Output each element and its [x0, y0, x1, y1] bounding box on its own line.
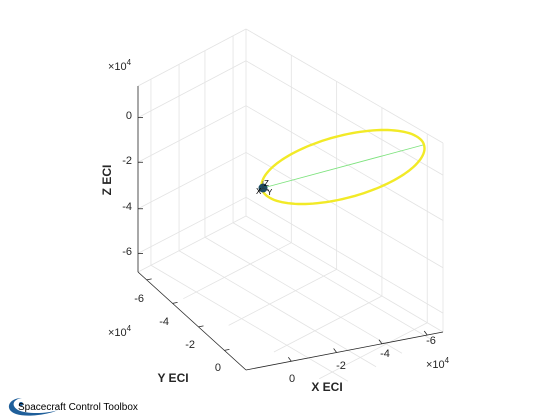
z-tick-label: 0 [126, 110, 132, 122]
y-exponent: ×104 [108, 324, 132, 339]
grid-line [228, 269, 337, 326]
x-tick-label: -2 [336, 360, 346, 372]
z-tick-label: -2 [122, 155, 132, 167]
logo-swoosh-icon [8, 398, 59, 416]
x-tick-label: 0 [289, 373, 295, 385]
grid-line [245, 105, 444, 221]
grid-lines [137, 28, 444, 382]
z-tick-labels: 0 -2 -4 -6 [122, 110, 132, 258]
grid-line [178, 250, 377, 368]
z-exponent: ×104 [108, 58, 132, 73]
grid-edge [137, 215, 247, 273]
x-tick-label: -6 [426, 335, 436, 347]
y-tick-mark [224, 349, 230, 351]
x-axis-label: X ECI [311, 380, 342, 394]
orbit-radius-line [262, 144, 424, 189]
tick-marks [138, 117, 428, 362]
body-frame-label: Z [264, 179, 269, 188]
z-axis-label: Z ECI [100, 165, 114, 196]
toolbox-logo: Spacecraft Control Toolbox [8, 398, 138, 416]
body-frame-label: Y [267, 188, 273, 197]
y-tick-mark [172, 301, 178, 304]
x-tick-mark [423, 330, 428, 336]
z-tick-label: -6 [122, 246, 132, 258]
orbit-trajectory [260, 128, 426, 206]
grid-line [137, 105, 247, 163]
grid-line [245, 60, 444, 176]
x-exponent: ×104 [426, 356, 450, 371]
y-tick-label: -4 [159, 316, 169, 328]
y-tick-labels: 0 -2 -4 -6 [134, 293, 221, 374]
grid-line [319, 322, 428, 380]
x-tick-labels: 0 -2 -4 -6 [289, 335, 436, 385]
y-axis-label: Y ECI [157, 371, 188, 385]
y-tick-mark [198, 325, 204, 328]
grid-line [204, 236, 403, 354]
y-tick-label: -2 [185, 339, 195, 351]
grid-line [245, 196, 444, 314]
grid-line [150, 264, 349, 382]
grid-edge [245, 28, 444, 144]
grid-line [137, 60, 247, 118]
grid-line [273, 295, 383, 353]
y-tick-label: 0 [215, 362, 221, 374]
grid-edge [245, 215, 444, 333]
x-tick-mark [333, 348, 337, 353]
grid-line [245, 152, 444, 269]
grid-line [232, 222, 431, 340]
x-tick-label: -4 [380, 348, 390, 360]
axis-box [137, 86, 444, 371]
logo-dot-icon [19, 402, 23, 406]
spacecraft-marker: Z X Y [256, 179, 273, 197]
body-frame-label: X [256, 187, 262, 196]
toolbox-brand-text: Spacecraft Control Toolbox [18, 402, 138, 413]
x-tick-mark [378, 339, 383, 345]
grid-line [183, 242, 292, 300]
grid-edge [137, 28, 247, 87]
z-tick-label: -4 [122, 201, 132, 213]
grid-line [137, 196, 247, 254]
x-tick-mark [287, 357, 292, 362]
y-tick-mark [146, 278, 152, 281]
y-tick-label: -6 [134, 293, 144, 305]
grid-line [137, 152, 247, 210]
